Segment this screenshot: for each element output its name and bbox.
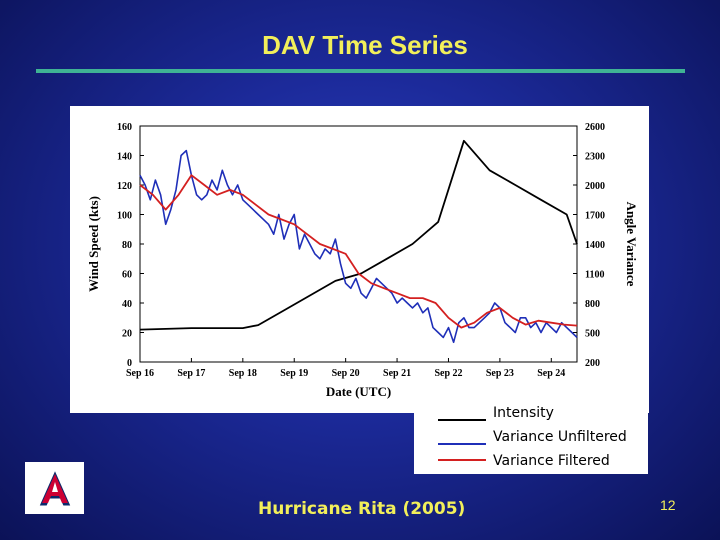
- slide-caption: Hurricane Rita (2005): [258, 499, 466, 519]
- slide-title: DAV Time Series: [262, 30, 468, 60]
- y-tick-label: 60: [122, 270, 132, 281]
- x-tick-label: Sep 18: [229, 368, 257, 379]
- y2-tick-label: 2000: [585, 181, 605, 192]
- y2-tick-label: 2300: [585, 152, 605, 163]
- x-tick-label: Sep 23: [486, 368, 514, 379]
- y-tick-label: 80: [122, 240, 132, 251]
- x-tick-label: Sep 20: [332, 368, 360, 379]
- plot-frame: [139, 125, 578, 363]
- y2-tick-label: 2600: [585, 122, 605, 133]
- x-axis-label: Date (UTC): [326, 384, 391, 399]
- chart-panel: 0 20 40 60 80 100 120 140 160 200 500 800 1100 1400 17…: [70, 106, 649, 413]
- y-tick-label: 20: [122, 329, 132, 340]
- y-tick-label: 0: [127, 358, 132, 369]
- y2-tick-label: 1100: [585, 270, 604, 281]
- chart: 0 20 40 60 80 100 120 140 160 200 500 800 1100 1400 17…: [86, 122, 639, 399]
- legend-swatch-filtered: [438, 459, 486, 461]
- university-logo-icon: [25, 462, 84, 514]
- x-tick-label: Sep 19: [280, 368, 308, 379]
- x-tick-label: Sep 17: [177, 368, 205, 379]
- y2-tick-label: 1400: [585, 240, 605, 251]
- y2-tick-label: 800: [585, 299, 600, 310]
- title-divider: [36, 69, 685, 73]
- y-axis-label: Wind Speed (kts): [86, 196, 101, 292]
- y2-tick-label: 200: [585, 358, 600, 369]
- y-tick-label: 120: [117, 181, 132, 192]
- y2-tick-label: 500: [585, 329, 600, 340]
- legend-label-unfiltered: Variance Unfiltered: [493, 429, 627, 445]
- y-tick-label: 160: [117, 122, 132, 133]
- series-line-variance-filtered: [139, 174, 578, 329]
- y-tick-label: 100: [117, 211, 132, 222]
- block-a-icon: [37, 468, 72, 507]
- x-tick-label: Sep 22: [434, 368, 462, 379]
- x-tick-label: Sep 24: [537, 368, 565, 379]
- x-tick-label: Sep 21: [383, 368, 411, 379]
- series-line-variance-unfiltered: [139, 149, 578, 344]
- series-line-intensity: [139, 139, 578, 331]
- legend-label-filtered: Variance Filtered: [493, 453, 610, 469]
- y2-tick-label: 1700: [585, 211, 605, 222]
- legend-label-intensity: Intensity: [493, 405, 554, 421]
- y-tick-label: 140: [117, 152, 132, 163]
- page-number: 12: [660, 497, 676, 513]
- y-tick-label: 40: [122, 299, 132, 310]
- legend: Intensity Variance Unfiltered Variance F…: [414, 402, 648, 474]
- legend-swatch-intensity: [438, 419, 486, 421]
- legend-swatch-unfiltered: [438, 443, 486, 445]
- x-tick-label: Sep 16: [126, 368, 154, 379]
- y2-axis-label: Angle Variance: [624, 202, 639, 287]
